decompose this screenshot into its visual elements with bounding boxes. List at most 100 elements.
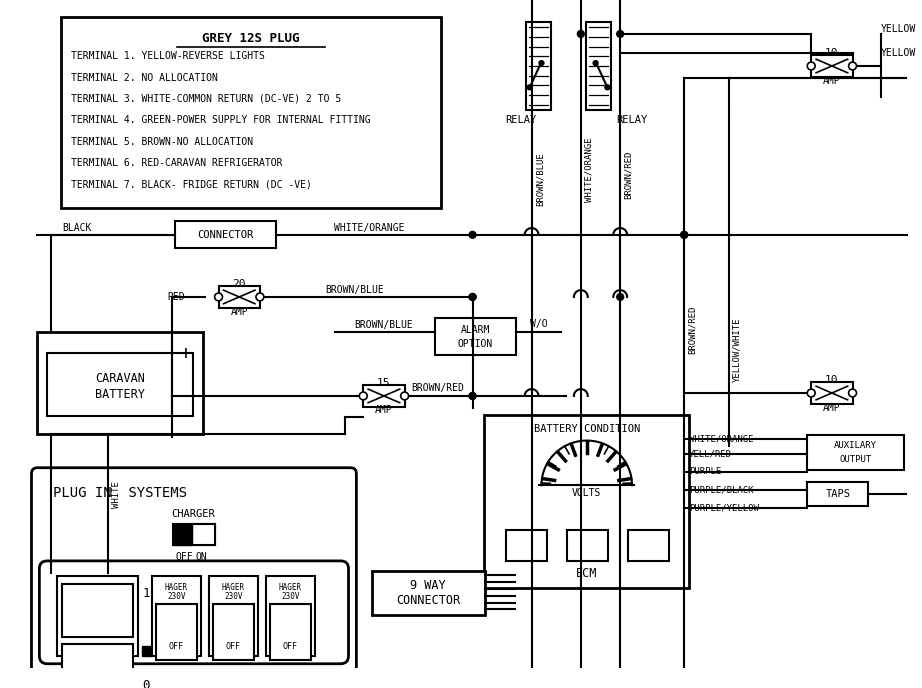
Text: RED: RED <box>168 292 185 302</box>
Text: BROWN/RED: BROWN/RED <box>688 305 697 354</box>
Bar <box>219 286 260 308</box>
Text: WHITE: WHITE <box>112 482 121 508</box>
Circle shape <box>617 30 623 37</box>
Text: BATTERY CONDITION: BATTERY CONDITION <box>534 424 640 434</box>
Text: TERMINAL 6. RED-CARAVAN REFRIGERATOR: TERMINAL 6. RED-CARAVAN REFRIGERATOR <box>71 158 282 168</box>
Text: HAGER: HAGER <box>165 583 188 592</box>
FancyBboxPatch shape <box>31 468 357 674</box>
Text: OPTION: OPTION <box>458 338 493 349</box>
Text: WHITE/ORANGE: WHITE/ORANGE <box>334 223 405 233</box>
Text: TERMINAL 5. BROWN-NO ALLOCATION: TERMINAL 5. BROWN-NO ALLOCATION <box>71 137 253 147</box>
Text: WHITE/ORANGE: WHITE/ORANGE <box>689 434 753 443</box>
Text: BLACK: BLACK <box>62 223 91 233</box>
Bar <box>363 385 405 407</box>
Text: PURPLE/YELLOW: PURPLE/YELLOW <box>689 504 759 513</box>
Text: BROWN/RED: BROWN/RED <box>624 151 633 199</box>
Circle shape <box>469 393 476 399</box>
Text: BROWN/BLUE: BROWN/BLUE <box>355 320 413 330</box>
Circle shape <box>808 62 815 70</box>
Bar <box>811 383 853 404</box>
Bar <box>811 55 853 76</box>
Text: YELLOW: YELLOW <box>881 24 916 34</box>
Text: 230V: 230V <box>224 592 242 601</box>
Bar <box>526 22 551 109</box>
Bar <box>208 577 258 656</box>
Text: AMP: AMP <box>230 306 248 316</box>
Bar <box>192 524 215 546</box>
Text: PURPLE: PURPLE <box>689 467 721 476</box>
Circle shape <box>617 294 623 301</box>
Circle shape <box>848 62 857 70</box>
Text: 230V: 230V <box>281 592 300 601</box>
Text: 10: 10 <box>825 376 839 385</box>
Circle shape <box>360 392 367 400</box>
Circle shape <box>605 85 609 89</box>
Text: YELL/RED: YELL/RED <box>689 450 732 459</box>
Bar <box>567 530 609 561</box>
Bar <box>270 603 311 660</box>
Circle shape <box>469 294 476 301</box>
Bar <box>435 319 515 355</box>
Circle shape <box>680 231 688 238</box>
Text: ALARM: ALARM <box>461 325 491 335</box>
Text: RELAY: RELAY <box>616 116 647 125</box>
Text: CARAVAN: CARAVAN <box>95 372 145 385</box>
Text: AUXILARY: AUXILARY <box>834 441 877 450</box>
Bar <box>628 530 669 561</box>
Text: BROWN/RED: BROWN/RED <box>411 383 465 393</box>
Text: 1: 1 <box>143 588 150 601</box>
Bar <box>62 645 133 688</box>
Circle shape <box>401 392 408 400</box>
Bar <box>484 416 689 588</box>
Text: BROWN/BLUE: BROWN/BLUE <box>536 153 545 206</box>
Text: 10: 10 <box>825 48 839 58</box>
Text: AMP: AMP <box>823 76 841 85</box>
Text: AMP: AMP <box>375 405 393 416</box>
Text: 15: 15 <box>377 378 391 388</box>
Circle shape <box>469 393 476 399</box>
Bar <box>38 332 203 433</box>
Text: TAPS: TAPS <box>825 489 850 499</box>
Text: OFF: OFF <box>175 552 193 562</box>
Bar <box>151 577 201 656</box>
Bar <box>808 482 869 506</box>
Circle shape <box>469 231 476 238</box>
Text: HAGER: HAGER <box>222 583 245 592</box>
Text: TERMINAL 3. WHITE-COMMON RETURN (DC-VE) 2 TO 5: TERMINAL 3. WHITE-COMMON RETURN (DC-VE) … <box>71 94 341 104</box>
Text: 9 WAY: 9 WAY <box>410 579 446 592</box>
Text: ECM: ECM <box>576 567 597 580</box>
Text: OFF: OFF <box>226 642 241 651</box>
Text: W/O: W/O <box>529 319 548 329</box>
Bar <box>62 584 133 636</box>
Text: −: − <box>49 343 61 363</box>
Bar <box>506 530 548 561</box>
Bar <box>585 22 611 109</box>
Text: OFF: OFF <box>169 642 183 651</box>
Bar <box>156 603 197 660</box>
Circle shape <box>808 389 815 397</box>
Circle shape <box>215 293 222 301</box>
Text: CONNECTOR: CONNECTOR <box>197 230 254 240</box>
Text: 20: 20 <box>232 279 246 290</box>
Bar <box>266 577 315 656</box>
Text: VOLTS: VOLTS <box>572 488 601 498</box>
Bar <box>175 222 276 248</box>
Bar <box>808 435 904 470</box>
Text: WHITE/ORANGE: WHITE/ORANGE <box>585 138 594 202</box>
Text: CHARGER: CHARGER <box>171 509 215 519</box>
Circle shape <box>593 61 598 65</box>
Text: TERMINAL 1. YELLOW-REVERSE LIGHTS: TERMINAL 1. YELLOW-REVERSE LIGHTS <box>71 52 265 61</box>
Text: YELLOW: YELLOW <box>881 48 916 58</box>
Circle shape <box>539 61 544 65</box>
Text: BROWN/BLUE: BROWN/BLUE <box>325 285 384 295</box>
Text: ON: ON <box>195 552 207 562</box>
Bar <box>213 603 254 660</box>
Bar <box>47 353 193 416</box>
Text: RELAY: RELAY <box>505 116 537 125</box>
FancyBboxPatch shape <box>40 561 349 664</box>
Text: GREY 12S PLUG: GREY 12S PLUG <box>202 32 300 45</box>
Text: TERMINAL 7. BLACK- FRIDGE RETURN (DC -VE): TERMINAL 7. BLACK- FRIDGE RETURN (DC -VE… <box>71 180 312 189</box>
Bar <box>57 577 137 656</box>
Text: TERMINAL 4. GREEN-POWER SUPPLY FOR INTERNAL FITTING: TERMINAL 4. GREEN-POWER SUPPLY FOR INTER… <box>71 116 371 125</box>
Text: OFF: OFF <box>283 642 298 651</box>
